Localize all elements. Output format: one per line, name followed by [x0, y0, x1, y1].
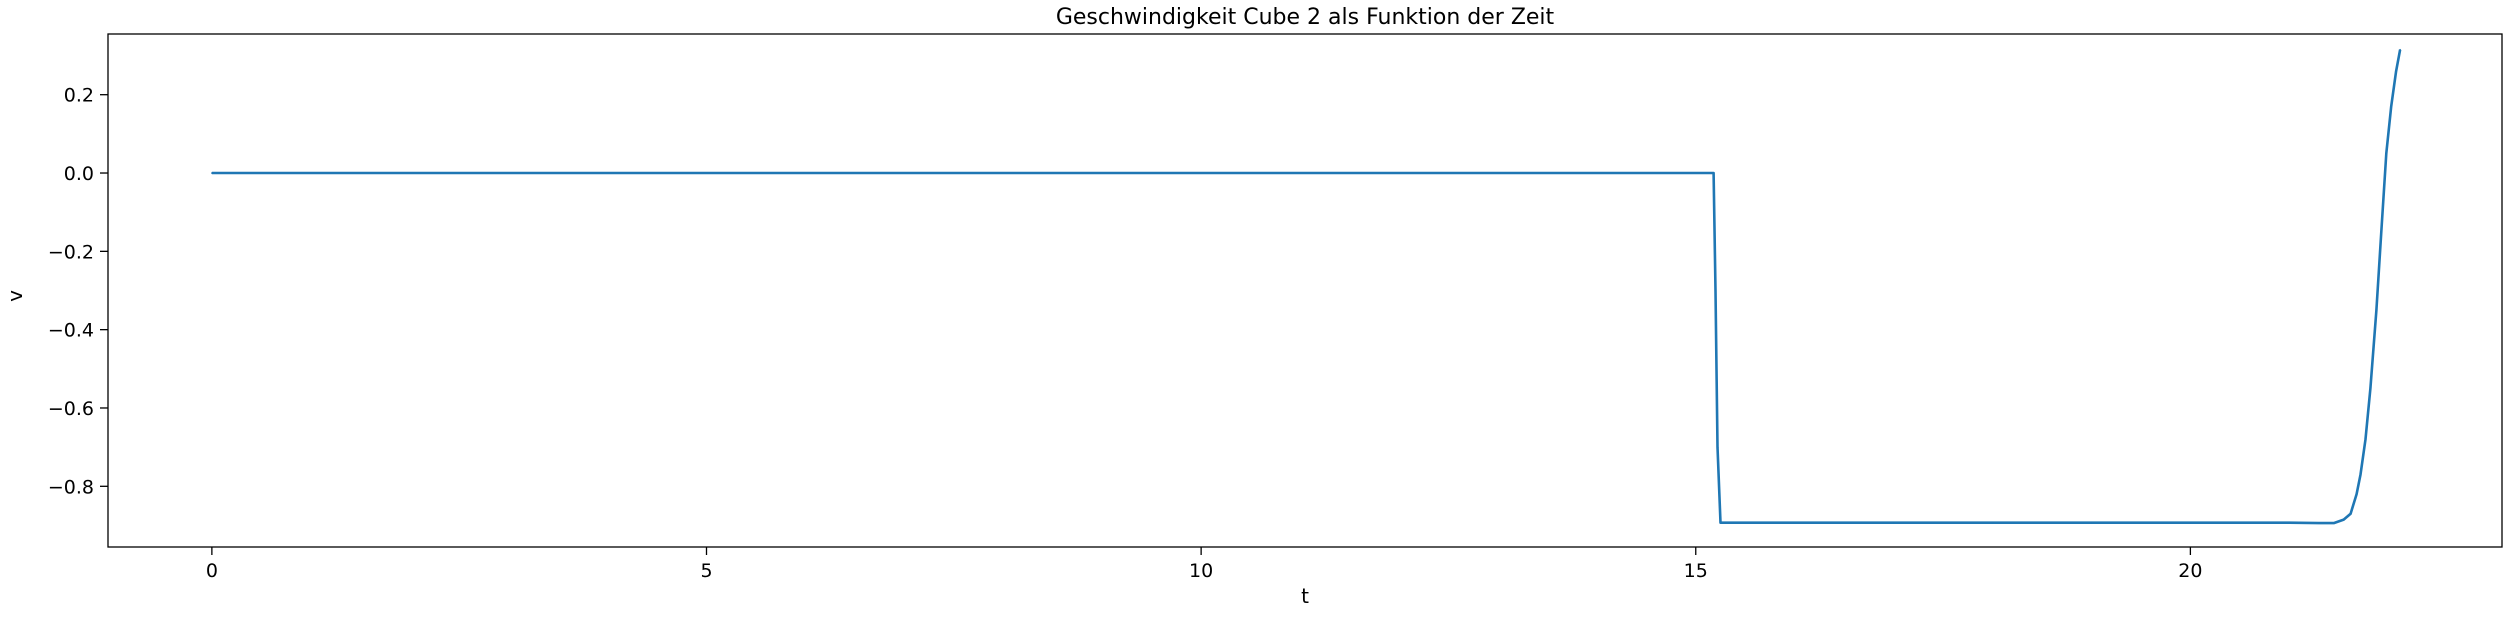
x-axis-ticks: 0 5 10 15 20 [206, 547, 2202, 582]
data-point [2364, 438, 2367, 441]
data-point [2390, 105, 2393, 108]
data-point [1716, 446, 1719, 448]
x-tick-label: 5 [700, 560, 712, 582]
data-point [2369, 387, 2372, 390]
y-axis-label: v [3, 290, 27, 302]
data-point [2342, 518, 2345, 521]
data-point [2318, 522, 2320, 524]
data-point [2189, 521, 2192, 524]
x-tick-label: 20 [2178, 560, 2202, 582]
y-axis-ticks: 0.2 0.0 −0.2 −0.4 −0.6 −0.8 [48, 85, 108, 498]
series-lines [211, 48, 2402, 525]
data-point [2359, 473, 2362, 476]
plot-frame [107, 33, 2503, 548]
series-line [211, 49, 2402, 525]
x-axis-label: t [1301, 584, 1309, 608]
data-point [2395, 70, 2397, 73]
y-tick-label: 0.0 [64, 163, 94, 185]
data-point [2385, 152, 2388, 155]
data-point [2333, 522, 2335, 524]
data-point [211, 172, 213, 174]
data-point [2380, 230, 2383, 233]
data-point [1719, 521, 1722, 524]
data-point [1714, 289, 1717, 292]
data-point [2349, 512, 2352, 515]
data-point [1793, 521, 1796, 524]
y-tick-label: 0.2 [64, 85, 94, 107]
data-point [2375, 309, 2378, 311]
y-tick-label: −0.6 [48, 398, 94, 420]
data-point [2090, 521, 2093, 524]
y-tick-label: −0.2 [48, 241, 94, 263]
data-point [1712, 172, 1715, 174]
data-point [2399, 48, 2401, 51]
data-point [1892, 521, 1895, 524]
x-tick-label: 15 [1684, 560, 1708, 582]
chart-title: Geschwindigkeit Cube 2 als Funktion der … [1056, 5, 1555, 30]
x-tick-label: 0 [206, 560, 218, 582]
y-tick-label: −0.8 [48, 476, 94, 498]
data-point [1991, 521, 1994, 524]
y-tick-label: −0.4 [48, 320, 94, 342]
data-point [2355, 493, 2358, 495]
data-point [1724, 521, 1727, 524]
data-point [2288, 521, 2291, 524]
x-tick-label: 10 [1189, 560, 1213, 582]
